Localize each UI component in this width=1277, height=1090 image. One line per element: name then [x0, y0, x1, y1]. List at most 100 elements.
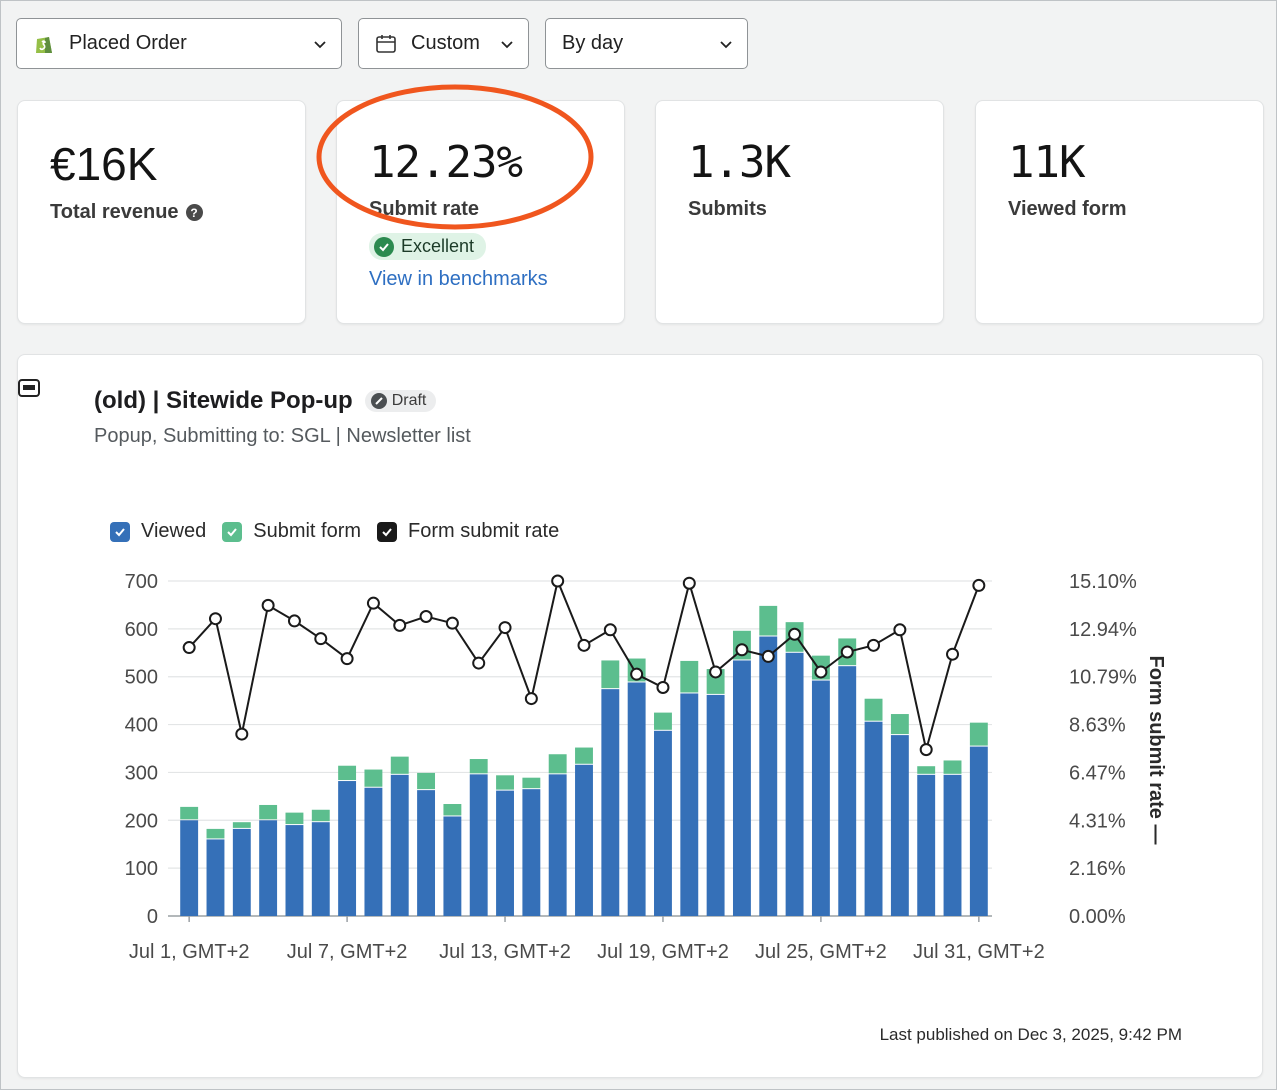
bar-viewed: [496, 790, 514, 916]
bar-submit-form: [390, 756, 409, 774]
granularity-label: By day: [562, 32, 624, 54]
x-tick-label: Jul 13, GMT+2: [439, 941, 571, 963]
bar-viewed: [654, 730, 672, 916]
bar-viewed: [522, 789, 541, 916]
rate-point: [814, 665, 828, 679]
stat-value: 11K: [1008, 137, 1085, 188]
rate-point: [551, 574, 565, 588]
stat-value: 1.3K: [688, 137, 791, 188]
rate-point: [366, 596, 380, 610]
legend-label: Viewed: [141, 520, 207, 542]
checkbox-icon: [377, 521, 398, 542]
bar-submit-form: [943, 760, 962, 774]
rate-point: [577, 638, 591, 652]
bar-submit-form: [548, 754, 567, 774]
legend-item-submit-form[interactable]: Submit form: [222, 520, 361, 543]
bar-submit-form: [496, 775, 514, 790]
bar-submit-form: [601, 660, 620, 689]
popup-form-icon: [18, 379, 40, 397]
chevron-down-icon: [720, 40, 732, 48]
x-tick-label: Jul 1, GMT+2: [129, 941, 250, 963]
last-published: Last published on Dec 3, 2025, 9:42 PM: [879, 1025, 1182, 1044]
rate-point: [235, 727, 249, 741]
y-tick-label: 300: [125, 762, 158, 784]
bar-viewed: [180, 820, 199, 916]
x-tick-label: Jul 7, GMT+2: [287, 941, 408, 963]
toolbar: Placed Order Custom By day: [16, 18, 748, 69]
chevron-down-icon: [314, 40, 326, 48]
bar-viewed: [838, 666, 857, 916]
y-tick-label: 700: [125, 571, 158, 593]
bar-viewed: [864, 721, 883, 916]
bar-submit-form: [364, 769, 383, 787]
bar-viewed: [969, 746, 988, 916]
form-header: (old) | Sitewide Pop-up Draft Popup, Sub…: [50, 387, 471, 448]
rate-point: [630, 667, 644, 681]
rate-point: [761, 649, 775, 663]
metric-dropdown[interactable]: Placed Order: [16, 18, 342, 69]
rate-point: [208, 612, 222, 626]
bar-viewed: [232, 828, 251, 916]
bar-viewed: [311, 822, 330, 916]
rate-point: [893, 623, 907, 637]
bar-submit-form: [917, 766, 936, 774]
calendar-icon: [375, 33, 397, 55]
help-icon[interactable]: ?: [185, 204, 203, 221]
y-tick-label: 0: [147, 906, 158, 928]
rate-point: [472, 656, 486, 670]
draft-icon: [370, 393, 387, 409]
stat-card-viewed-form: 11K Viewed form: [975, 100, 1264, 324]
bar-submit-form: [522, 777, 541, 789]
bar-submit-form: [759, 605, 778, 636]
bar-viewed: [627, 682, 646, 916]
date-range-dropdown[interactable]: Custom: [358, 18, 529, 69]
bar-viewed: [417, 790, 436, 916]
rate-point: [340, 652, 354, 666]
rate-point: [524, 692, 538, 706]
rate-point: [261, 598, 275, 612]
bar-viewed: [206, 839, 225, 916]
bar-submit-form: [654, 712, 672, 730]
bar-viewed: [548, 774, 567, 916]
rate-point: [603, 623, 617, 637]
stat-card-submit-rate: 12.23% Submit rate Excellent View in ben…: [336, 100, 625, 324]
bar-viewed: [338, 781, 357, 916]
y2-tick-label: 0.00%: [1069, 906, 1126, 928]
y2-tick-label: 6.47%: [1069, 762, 1126, 784]
bar-viewed: [601, 689, 620, 916]
form-performance-card: (old) | Sitewide Pop-up Draft Popup, Sub…: [17, 354, 1263, 1078]
form-title-row: (old) | Sitewide Pop-up Draft: [50, 387, 471, 415]
y2-tick-label: 15.10%: [1069, 571, 1137, 593]
form-title: (old) | Sitewide Pop-up: [94, 387, 353, 414]
bar-submit-form: [969, 722, 988, 746]
rate-point: [788, 627, 802, 641]
checkbox-icon: [110, 521, 130, 542]
stat-card-total-revenue: €16K Total revenue ?: [17, 100, 306, 324]
legend-item-viewed[interactable]: Viewed: [110, 520, 206, 543]
bar-viewed: [943, 774, 962, 916]
bar-viewed: [785, 652, 804, 916]
bar-submit-form: [206, 828, 225, 839]
legend-item-form-submit-rate[interactable]: Form submit rate: [377, 520, 559, 543]
bar-submit-form: [443, 804, 462, 816]
bar-submit-form: [338, 765, 357, 781]
y-tick-label: 400: [125, 715, 158, 737]
chart-legend: Viewed Submit form Form submit rate: [110, 520, 559, 543]
legend-label: Submit form: [253, 520, 362, 542]
rate-point: [393, 618, 407, 632]
bar-submit-form: [469, 759, 488, 774]
rate-point: [972, 578, 986, 592]
y2-tick-label: 12.94%: [1069, 619, 1137, 641]
granularity-dropdown[interactable]: By day: [545, 18, 748, 69]
bar-viewed: [680, 693, 699, 916]
rate-point: [709, 665, 723, 679]
rate-point: [682, 576, 696, 590]
bar-viewed: [890, 735, 909, 916]
x-tick-label: Jul 19, GMT+2: [597, 941, 729, 963]
shopify-bag-icon: [33, 33, 55, 55]
y2-tick-label: 8.63%: [1069, 715, 1126, 737]
x-tick-label: Jul 25, GMT+2: [755, 941, 887, 963]
rate-point: [287, 614, 301, 628]
view-benchmarks-link[interactable]: View in benchmarks: [369, 268, 548, 290]
bar-submit-form: [259, 804, 278, 820]
